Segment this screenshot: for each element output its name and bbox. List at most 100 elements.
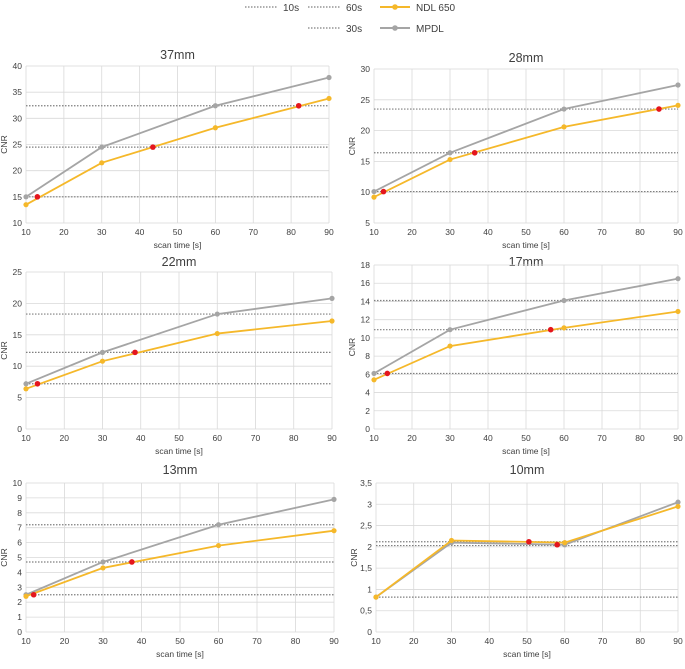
chart-title: 37mm (160, 48, 195, 62)
grid (25, 271, 333, 430)
crossing-marker (380, 188, 387, 195)
y-tick-label: 5 (17, 393, 22, 403)
crossing-marker (554, 541, 560, 548)
x-tick-label: 30 (447, 636, 457, 646)
x-tick-label: 70 (252, 636, 262, 646)
x-tick-label: 80 (286, 227, 296, 237)
data-point-mpdl (371, 370, 377, 377)
x-tick-label: 60 (559, 227, 569, 237)
legend-label: NDL 650 (416, 3, 456, 14)
data-point-ndl-650 (371, 194, 377, 200)
grid (373, 68, 679, 224)
y-tick-label: 20 (13, 166, 23, 176)
data-point-mpdl (447, 327, 453, 333)
data-point-ndl-650 (215, 542, 222, 549)
data-point-ndl-650 (675, 503, 681, 510)
x-tick-label: 40 (136, 433, 146, 443)
y-tick-label: 18 (361, 260, 371, 270)
x-tick-label: 10 (369, 433, 379, 443)
data-point-mpdl (561, 106, 567, 112)
series-line-ndl-650 (373, 310, 679, 381)
y-tick-label: 1 (17, 612, 22, 622)
chart-22mm: 22mm 0 5 10 15 20 25 10 20 30 40 50 60 70 80 90 scan tim… (0, 255, 337, 456)
data-point-mpdl (99, 349, 106, 355)
data-point-ndl-650 (561, 124, 567, 130)
y-axis-label: CNR (347, 137, 357, 155)
data-point-mpdl (675, 82, 681, 88)
x-tick-label: 70 (597, 227, 607, 237)
x-tick-label: 50 (173, 227, 183, 237)
y-tick-label: 2 (367, 542, 372, 552)
crossing-marker (129, 559, 135, 565)
y-tick-label: 1 (367, 584, 372, 594)
data-point-ndl-650 (100, 565, 106, 571)
data-point-mpdl (371, 188, 377, 195)
y-tick-label: 10 (13, 361, 23, 371)
series-line-mpdl (25, 76, 330, 198)
y-tick-label: 15 (361, 156, 371, 166)
x-tick-label: 80 (636, 636, 646, 646)
grid (25, 482, 335, 633)
series-line-ndl-650 (25, 529, 335, 598)
series-line-ndl-650 (25, 320, 333, 390)
y-tick-label: 2 (17, 597, 22, 607)
series-line-mpdl (373, 84, 679, 193)
x-tick-label: 30 (98, 433, 108, 443)
y-tick-label: 7 (17, 523, 22, 533)
data-point-ndl-650 (99, 358, 106, 364)
x-tick-label: 50 (521, 227, 531, 237)
chart-13mm: 13mm 0 1 2 3 4 5 6 7 8 9 10 10 20 30 40 50 60 70 80 90 scan t… (0, 463, 339, 659)
y-tick-label: 0,5 (360, 606, 372, 616)
y-axis-label: CNR (349, 548, 359, 566)
y-tick-label: 25 (13, 140, 23, 150)
x-tick-label: 10 (369, 227, 379, 237)
x-tick-label: 70 (249, 227, 259, 237)
y-tick-label: 4 (17, 567, 22, 577)
x-tick-label: 10 (371, 636, 381, 646)
data-point-mpdl (329, 295, 335, 301)
series-line-mpdl (25, 498, 335, 596)
data-point-mpdl (326, 74, 332, 81)
series-line-ndl-650 (375, 505, 679, 598)
legend-item-10s: 10s (245, 3, 299, 14)
data-point-mpdl (331, 496, 337, 502)
legend-label: 60s (346, 3, 362, 14)
x-tick-label: 10 (21, 636, 31, 646)
x-tick-label: 60 (560, 636, 570, 646)
y-tick-label: 10 (13, 478, 23, 488)
y-axis-label: CNR (0, 548, 9, 566)
y-tick-label: 25 (13, 267, 23, 277)
data-point-ndl-650 (23, 202, 29, 208)
x-tick-label: 90 (324, 227, 334, 237)
y-tick-label: 1,5 (360, 563, 372, 573)
x-tick-label: 20 (409, 636, 419, 646)
y-tick-label: 20 (13, 298, 23, 308)
x-tick-label: 20 (407, 433, 417, 443)
y-tick-label: 10 (361, 187, 371, 197)
crossing-marker (34, 380, 41, 387)
legend-label: 10s (283, 3, 299, 14)
y-tick-label: 5 (17, 553, 22, 563)
y-axis-label: CNR (347, 338, 357, 356)
x-axis-label: scan time [s] (502, 446, 550, 456)
y-tick-label: 9 (17, 493, 22, 503)
y-tick-label: 30 (361, 64, 371, 74)
y-tick-label: 0 (17, 424, 22, 434)
y-tick-label: 25 (361, 95, 371, 105)
x-tick-label: 70 (251, 433, 261, 443)
data-point-ndl-650 (212, 125, 218, 131)
x-axis-label: scan time [s] (502, 240, 550, 250)
chart-title: 10mm (510, 463, 545, 477)
x-tick-label: 80 (635, 227, 645, 237)
y-tick-label: 3 (17, 582, 22, 592)
data-point-ndl-650 (326, 95, 332, 102)
grid (373, 264, 679, 430)
crossing-marker (526, 538, 532, 545)
data-point-ndl-650 (214, 330, 220, 337)
x-tick-label: 80 (635, 433, 645, 443)
data-point-mpdl (99, 144, 105, 150)
data-point-mpdl (561, 297, 567, 304)
y-tick-label: 16 (361, 278, 371, 288)
y-tick-label: 12 (361, 315, 371, 325)
